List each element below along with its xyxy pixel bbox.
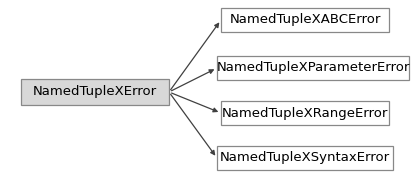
Text: NamedTupleXRangeError: NamedTupleXRangeError [222,107,388,119]
Text: NamedTupleXParameterError: NamedTupleXParameterError [216,61,410,75]
Text: NamedTupleXSyntaxError: NamedTupleXSyntaxError [220,151,390,164]
FancyBboxPatch shape [21,79,169,105]
Text: NamedTupleXABCError: NamedTupleXABCError [229,13,381,26]
FancyBboxPatch shape [217,56,409,80]
FancyBboxPatch shape [221,101,389,125]
FancyBboxPatch shape [221,8,389,32]
Text: NamedTupleXError: NamedTupleXError [33,86,157,98]
FancyBboxPatch shape [217,146,393,170]
